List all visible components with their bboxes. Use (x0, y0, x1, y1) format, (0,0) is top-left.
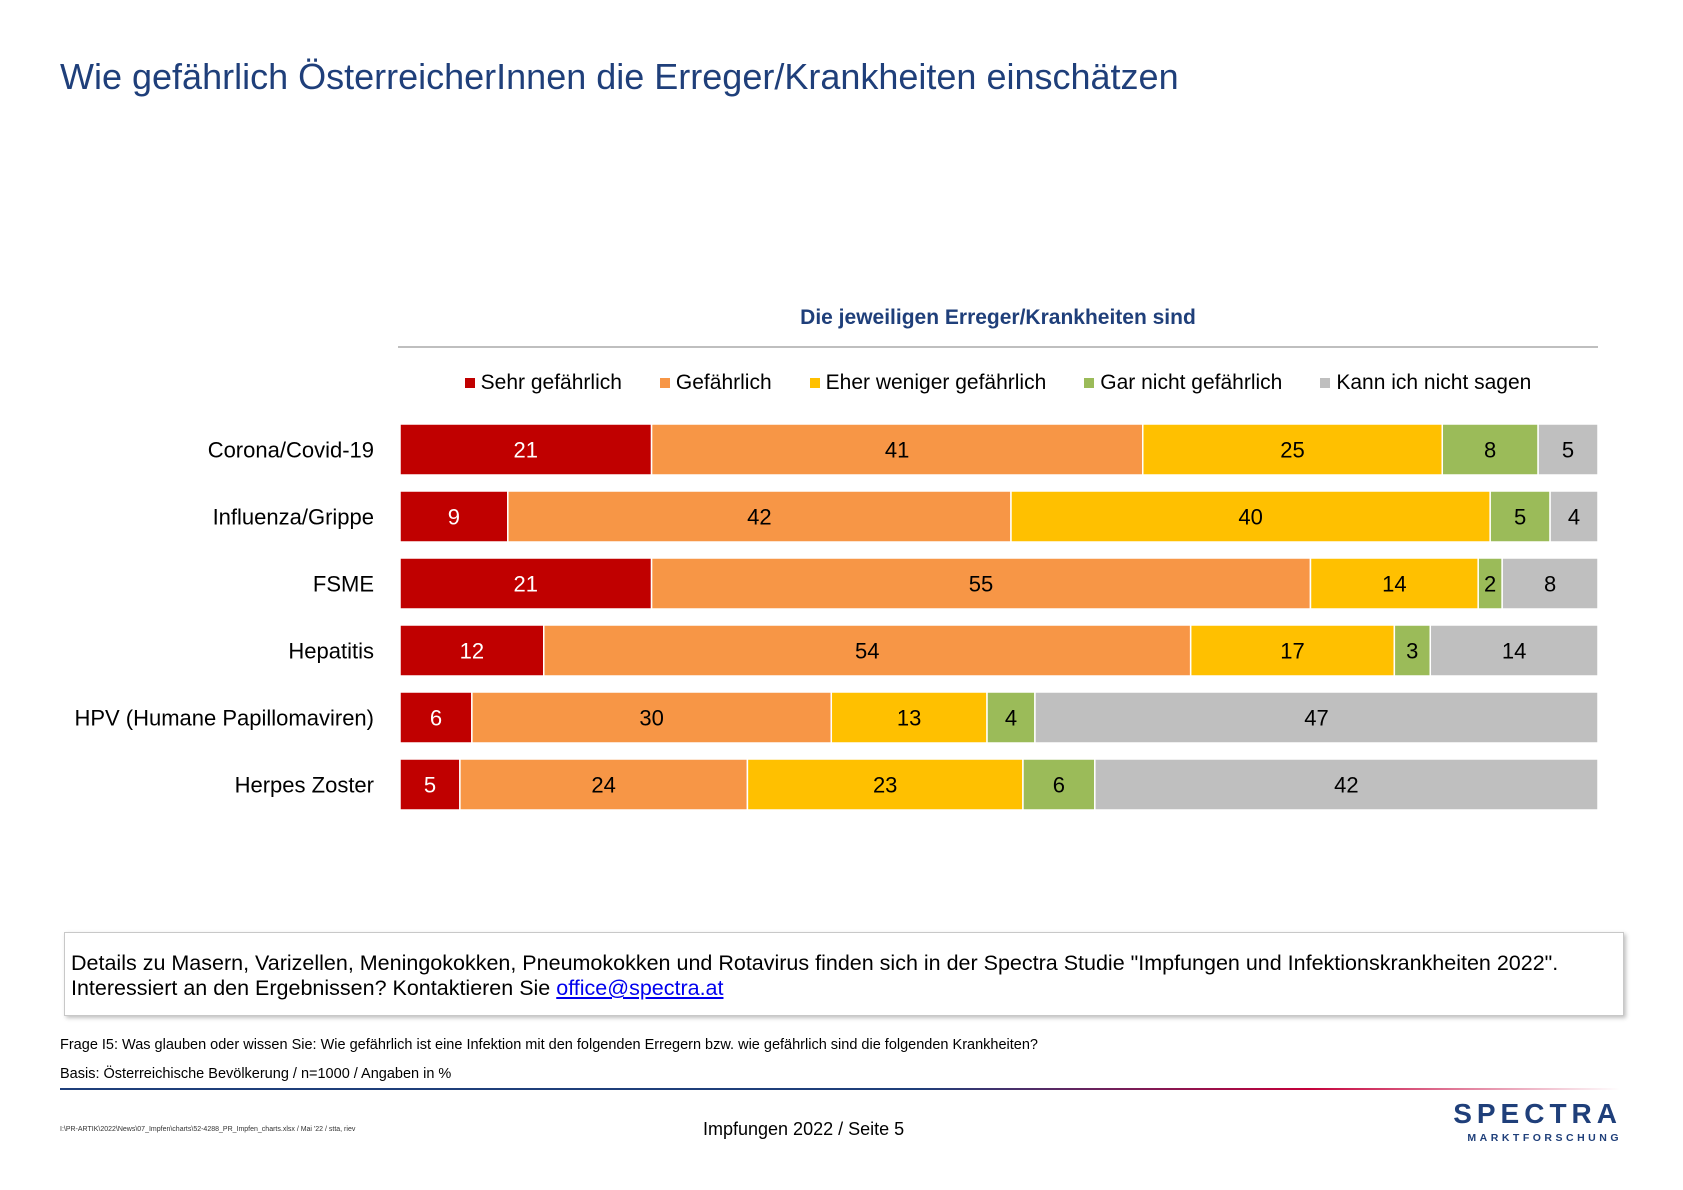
bar-segment (1189, 624, 1396, 677)
legend-label: Gar nicht gefährlich (1100, 371, 1283, 394)
bar-segment (1501, 557, 1599, 610)
legend-item-3: Eher weniger gefährlich (809, 368, 1047, 398)
logo-subtitle: MARKTFORSCHUNG (1467, 1132, 1622, 1144)
page-title: Wie gefährlich ÖsterreicherInnen die Err… (60, 56, 1179, 97)
data-label: 13 (897, 706, 921, 731)
bar-segment (399, 423, 653, 476)
bar-segment (1441, 423, 1539, 476)
chart-title: Die jeweiligen Erreger/Krankheiten sind (800, 306, 1196, 329)
data-label: 2 (1484, 572, 1496, 597)
data-label: 42 (747, 505, 771, 530)
data-label: 4 (1568, 505, 1580, 530)
legend-item-5: Kann ich nicht sagen (1320, 368, 1531, 398)
legend-label: Gefährlich (675, 371, 772, 394)
page-footer: Impfungen 2022 / Seite 5 (703, 1119, 905, 1139)
data-label: 6 (1053, 773, 1065, 798)
survey-question: Frage I5: Was glauben oder wissen Sie: W… (60, 1037, 1038, 1053)
bar-segment (1549, 490, 1599, 543)
legend-item-4: Gar nicht gefährlich (1084, 368, 1282, 398)
category-label: HPV (Humane Papillomaviren) (74, 706, 374, 731)
note-line-2: Interessiert an den Ergebnissen? Kontakt… (71, 976, 1617, 1001)
bar-segment (650, 557, 1312, 610)
data-label: 47 (1304, 706, 1328, 731)
legend-swatch (809, 378, 820, 388)
data-label: 5 (1514, 505, 1526, 530)
legend-swatch (659, 378, 670, 388)
bar-segment (543, 624, 1192, 677)
data-label: 21 (514, 438, 538, 463)
chart-title-divider (398, 346, 1598, 348)
data-label: 12 (460, 639, 484, 664)
bar-segment (399, 557, 653, 610)
bar-segment (1010, 490, 1491, 543)
data-label: 17 (1280, 639, 1304, 664)
data-label: 5 (424, 773, 436, 798)
info-note-box: Details zu Masern, Varizellen, Meningoko… (64, 932, 1624, 1016)
bar-segment (399, 691, 473, 744)
data-label: 24 (591, 773, 615, 798)
bar-segment (1142, 423, 1444, 476)
data-label: 30 (639, 706, 663, 731)
note-line-2-text: Interessiert an den Ergebnissen? Kontakt… (71, 976, 557, 1000)
bar-segment (507, 490, 1012, 543)
data-label: 5 (1562, 438, 1574, 463)
data-label: 3 (1406, 639, 1418, 664)
survey-basis: Basis: Österreichische Bevölkerung / n=1… (60, 1066, 452, 1082)
legend-item-1: Sehr gefährlich (464, 368, 622, 398)
data-label: 54 (855, 639, 879, 664)
data-label: 14 (1502, 639, 1526, 664)
spectra-logo: SPECTRA MARKTFORSCHUNG (1412, 1098, 1622, 1144)
data-label: 40 (1238, 505, 1262, 530)
note-line-1: Details zu Masern, Varizellen, Meningoko… (71, 951, 1559, 975)
logo-wordmark: SPECTRA (1453, 1098, 1622, 1129)
legend-item-2: Gefährlich (659, 368, 772, 398)
bar-segment (830, 691, 988, 744)
email-link[interactable]: office@spectra.at (556, 976, 724, 1000)
category-label: Influenza/Grippe (213, 505, 374, 530)
data-label: 42 (1334, 773, 1358, 798)
footer-divider (60, 1088, 1620, 1090)
bar-segment (1034, 691, 1599, 744)
data-label: 25 (1280, 438, 1304, 463)
bar-segment (1094, 758, 1599, 811)
data-label: 14 (1382, 572, 1406, 597)
data-label: 8 (1544, 572, 1556, 597)
legend-swatch (1320, 378, 1331, 388)
legend-label: Sehr gefährlich (480, 371, 622, 394)
data-label: 55 (969, 572, 993, 597)
bar-segment (471, 691, 833, 744)
bar-segment (1393, 624, 1432, 677)
file-path: I:\PR-ARTIK\2022\News\07_Impfen\charts\5… (60, 1126, 356, 1133)
legend-label: Eher weniger gefährlich (825, 371, 1047, 394)
legend-swatch (1084, 378, 1095, 388)
legend-swatch (464, 378, 475, 388)
chart-legend: Sehr gefährlich Gefährlich Eher weniger ge… (398, 368, 1598, 398)
bar-segment (1309, 557, 1479, 610)
data-label: 4 (1005, 706, 1017, 731)
data-label: 9 (448, 505, 460, 530)
bar-segment (459, 758, 749, 811)
bar-segment (1429, 624, 1599, 677)
bar-segment (986, 691, 1036, 744)
category-label: FSME (313, 572, 374, 597)
bar-segment (399, 490, 509, 543)
bar-segment (1489, 490, 1551, 543)
data-label: 6 (430, 706, 442, 731)
category-label: Hepatitis (288, 639, 374, 664)
data-label: 8 (1484, 438, 1496, 463)
category-label: Herpes Zoster (235, 773, 374, 798)
data-label: 23 (873, 773, 897, 798)
data-label: 41 (885, 438, 909, 463)
bar-segment (399, 624, 545, 677)
bar-segment (399, 758, 461, 811)
bar-segment (746, 758, 1024, 811)
bar-segment (1537, 423, 1599, 476)
category-label: Corona/Covid-19 (208, 438, 374, 463)
legend-label: Kann ich nicht sagen (1336, 371, 1532, 394)
data-label: 21 (514, 572, 538, 597)
